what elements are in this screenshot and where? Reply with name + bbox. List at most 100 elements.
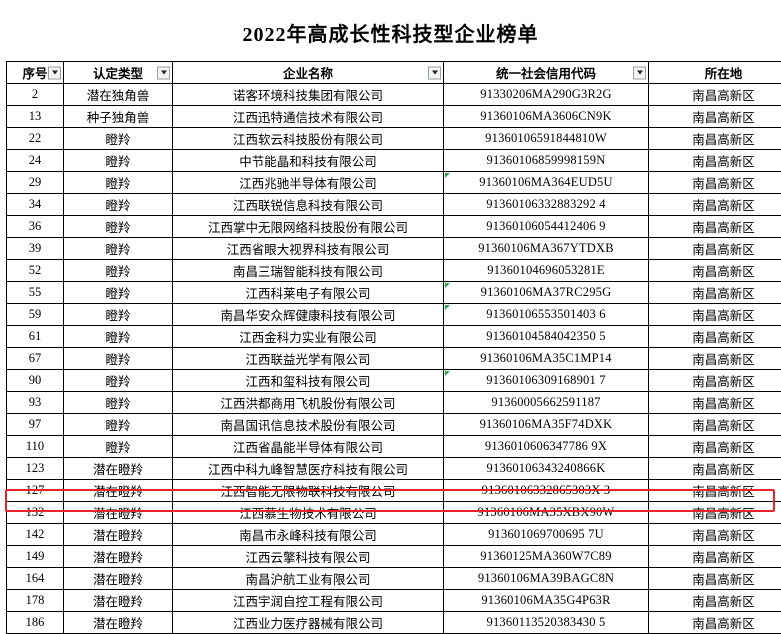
cell-id[interactable]: 164: [7, 568, 64, 590]
cell-company-name[interactable]: 江西业力医疗器械有限公司: [173, 612, 444, 634]
cell-company-name[interactable]: 江西宇润自控工程有限公司: [173, 590, 444, 612]
cell-region[interactable]: 南昌高新区: [649, 282, 781, 304]
cell-company-name[interactable]: 南昌沪航工业有限公司: [173, 568, 444, 590]
cell-region[interactable]: 南昌高新区: [649, 458, 781, 480]
column-header-region[interactable]: 所在地: [649, 62, 781, 84]
cell-credit-code[interactable]: 91360106MA39BAGC8N: [444, 568, 649, 590]
cell-region[interactable]: 南昌高新区: [649, 546, 781, 568]
cell-id[interactable]: 149: [7, 546, 64, 568]
cell-credit-code[interactable]: 91360113520383430 5: [444, 612, 649, 634]
cell-id[interactable]: 67: [7, 348, 64, 370]
cell-company-name[interactable]: 江西兆驰半导体有限公司: [173, 172, 444, 194]
cell-type[interactable]: 瞪羚: [64, 128, 173, 150]
cell-type[interactable]: 瞪羚: [64, 436, 173, 458]
cell-region[interactable]: 南昌高新区: [649, 238, 781, 260]
cell-region[interactable]: 南昌高新区: [649, 480, 781, 502]
cell-id[interactable]: 34: [7, 194, 64, 216]
cell-credit-code[interactable]: 91360106332883292 4: [444, 194, 649, 216]
cell-company-name[interactable]: 江西迅特通信技术有限公司: [173, 106, 444, 128]
cell-credit-code[interactable]: 91360104584042350 5: [444, 326, 649, 348]
cell-type[interactable]: 瞪羚: [64, 414, 173, 436]
cell-credit-code[interactable]: 91360106054412406 9: [444, 216, 649, 238]
cell-credit-code[interactable]: 91360106332865303X 3: [444, 480, 649, 502]
cell-credit-code[interactable]: 91360106MA35G4P63R: [444, 590, 649, 612]
column-header-id[interactable]: 序号: [7, 62, 64, 84]
cell-type[interactable]: 潜在瞪羚: [64, 546, 173, 568]
cell-type[interactable]: 瞪羚: [64, 392, 173, 414]
cell-type[interactable]: 瞪羚: [64, 172, 173, 194]
cell-region[interactable]: 南昌高新区: [649, 106, 781, 128]
cell-type[interactable]: 潜在瞪羚: [64, 524, 173, 546]
cell-type[interactable]: 瞪羚: [64, 150, 173, 172]
cell-type[interactable]: 潜在瞪羚: [64, 590, 173, 612]
cell-id[interactable]: 2: [7, 84, 64, 106]
cell-type[interactable]: 瞪羚: [64, 326, 173, 348]
cell-id[interactable]: 22: [7, 128, 64, 150]
cell-company-name[interactable]: 南昌市永峰科技有限公司: [173, 524, 444, 546]
cell-credit-code[interactable]: 91360125MA360W7C89: [444, 546, 649, 568]
cell-credit-code[interactable]: 91360106MA35F74DXK: [444, 414, 649, 436]
cell-id[interactable]: 132: [7, 502, 64, 524]
cell-company-name[interactable]: 江西云擎科技有限公司: [173, 546, 444, 568]
cell-region[interactable]: 南昌高新区: [649, 524, 781, 546]
cell-credit-code[interactable]: 91360106859998159N: [444, 150, 649, 172]
cell-credit-code[interactable]: 91360106MA35XBX90W: [444, 502, 649, 524]
cell-company-name[interactable]: 江西洪都商用飞机股份有限公司: [173, 392, 444, 414]
cell-credit-code[interactable]: 913601069700695 7U: [444, 524, 649, 546]
cell-type[interactable]: 瞪羚: [64, 282, 173, 304]
cell-type[interactable]: 瞪羚: [64, 260, 173, 282]
cell-id[interactable]: 178: [7, 590, 64, 612]
column-header-type[interactable]: 认定类型: [64, 62, 173, 84]
cell-region[interactable]: 南昌高新区: [649, 392, 781, 414]
cell-id[interactable]: 55: [7, 282, 64, 304]
cell-id[interactable]: 36: [7, 216, 64, 238]
cell-id[interactable]: 123: [7, 458, 64, 480]
cell-type[interactable]: 瞪羚: [64, 216, 173, 238]
cell-credit-code[interactable]: 91360106591844810W: [444, 128, 649, 150]
filter-dropdown-icon-name[interactable]: [428, 66, 441, 79]
cell-credit-code[interactable]: 91360106MA3606CN9K: [444, 106, 649, 128]
cell-credit-code[interactable]: 91360104696053281E: [444, 260, 649, 282]
cell-region[interactable]: 南昌高新区: [649, 348, 781, 370]
cell-company-name[interactable]: 江西省晶能半导体有限公司: [173, 436, 444, 458]
cell-type[interactable]: 瞪羚: [64, 370, 173, 392]
cell-id[interactable]: 186: [7, 612, 64, 634]
cell-region[interactable]: 南昌高新区: [649, 568, 781, 590]
cell-type[interactable]: 潜在瞪羚: [64, 568, 173, 590]
cell-type[interactable]: 瞪羚: [64, 304, 173, 326]
cell-type[interactable]: 潜在独角兽: [64, 84, 173, 106]
cell-company-name[interactable]: 江西联益光学有限公司: [173, 348, 444, 370]
filter-dropdown-icon-code[interactable]: [633, 66, 646, 79]
cell-company-name[interactable]: 江西省眼大视界科技有限公司: [173, 238, 444, 260]
cell-credit-code[interactable]: 91360106309168901 7: [444, 370, 649, 392]
cell-id[interactable]: 29: [7, 172, 64, 194]
cell-region[interactable]: 南昌高新区: [649, 304, 781, 326]
cell-region[interactable]: 南昌高新区: [649, 612, 781, 634]
cell-company-name[interactable]: 南昌三瑞智能科技有限公司: [173, 260, 444, 282]
cell-type[interactable]: 潜在瞪羚: [64, 458, 173, 480]
cell-type[interactable]: 瞪羚: [64, 238, 173, 260]
cell-credit-code[interactable]: 91360106343240866K: [444, 458, 649, 480]
cell-region[interactable]: 南昌高新区: [649, 216, 781, 238]
cell-company-name[interactable]: 江西金科力实业有限公司: [173, 326, 444, 348]
column-header-name[interactable]: 企业名称: [173, 62, 444, 84]
column-header-code[interactable]: 统一社会信用代码: [444, 62, 649, 84]
cell-credit-code[interactable]: 91360106MA35C1MP14: [444, 348, 649, 370]
cell-credit-code[interactable]: 91360106MA37RC295G: [444, 282, 649, 304]
